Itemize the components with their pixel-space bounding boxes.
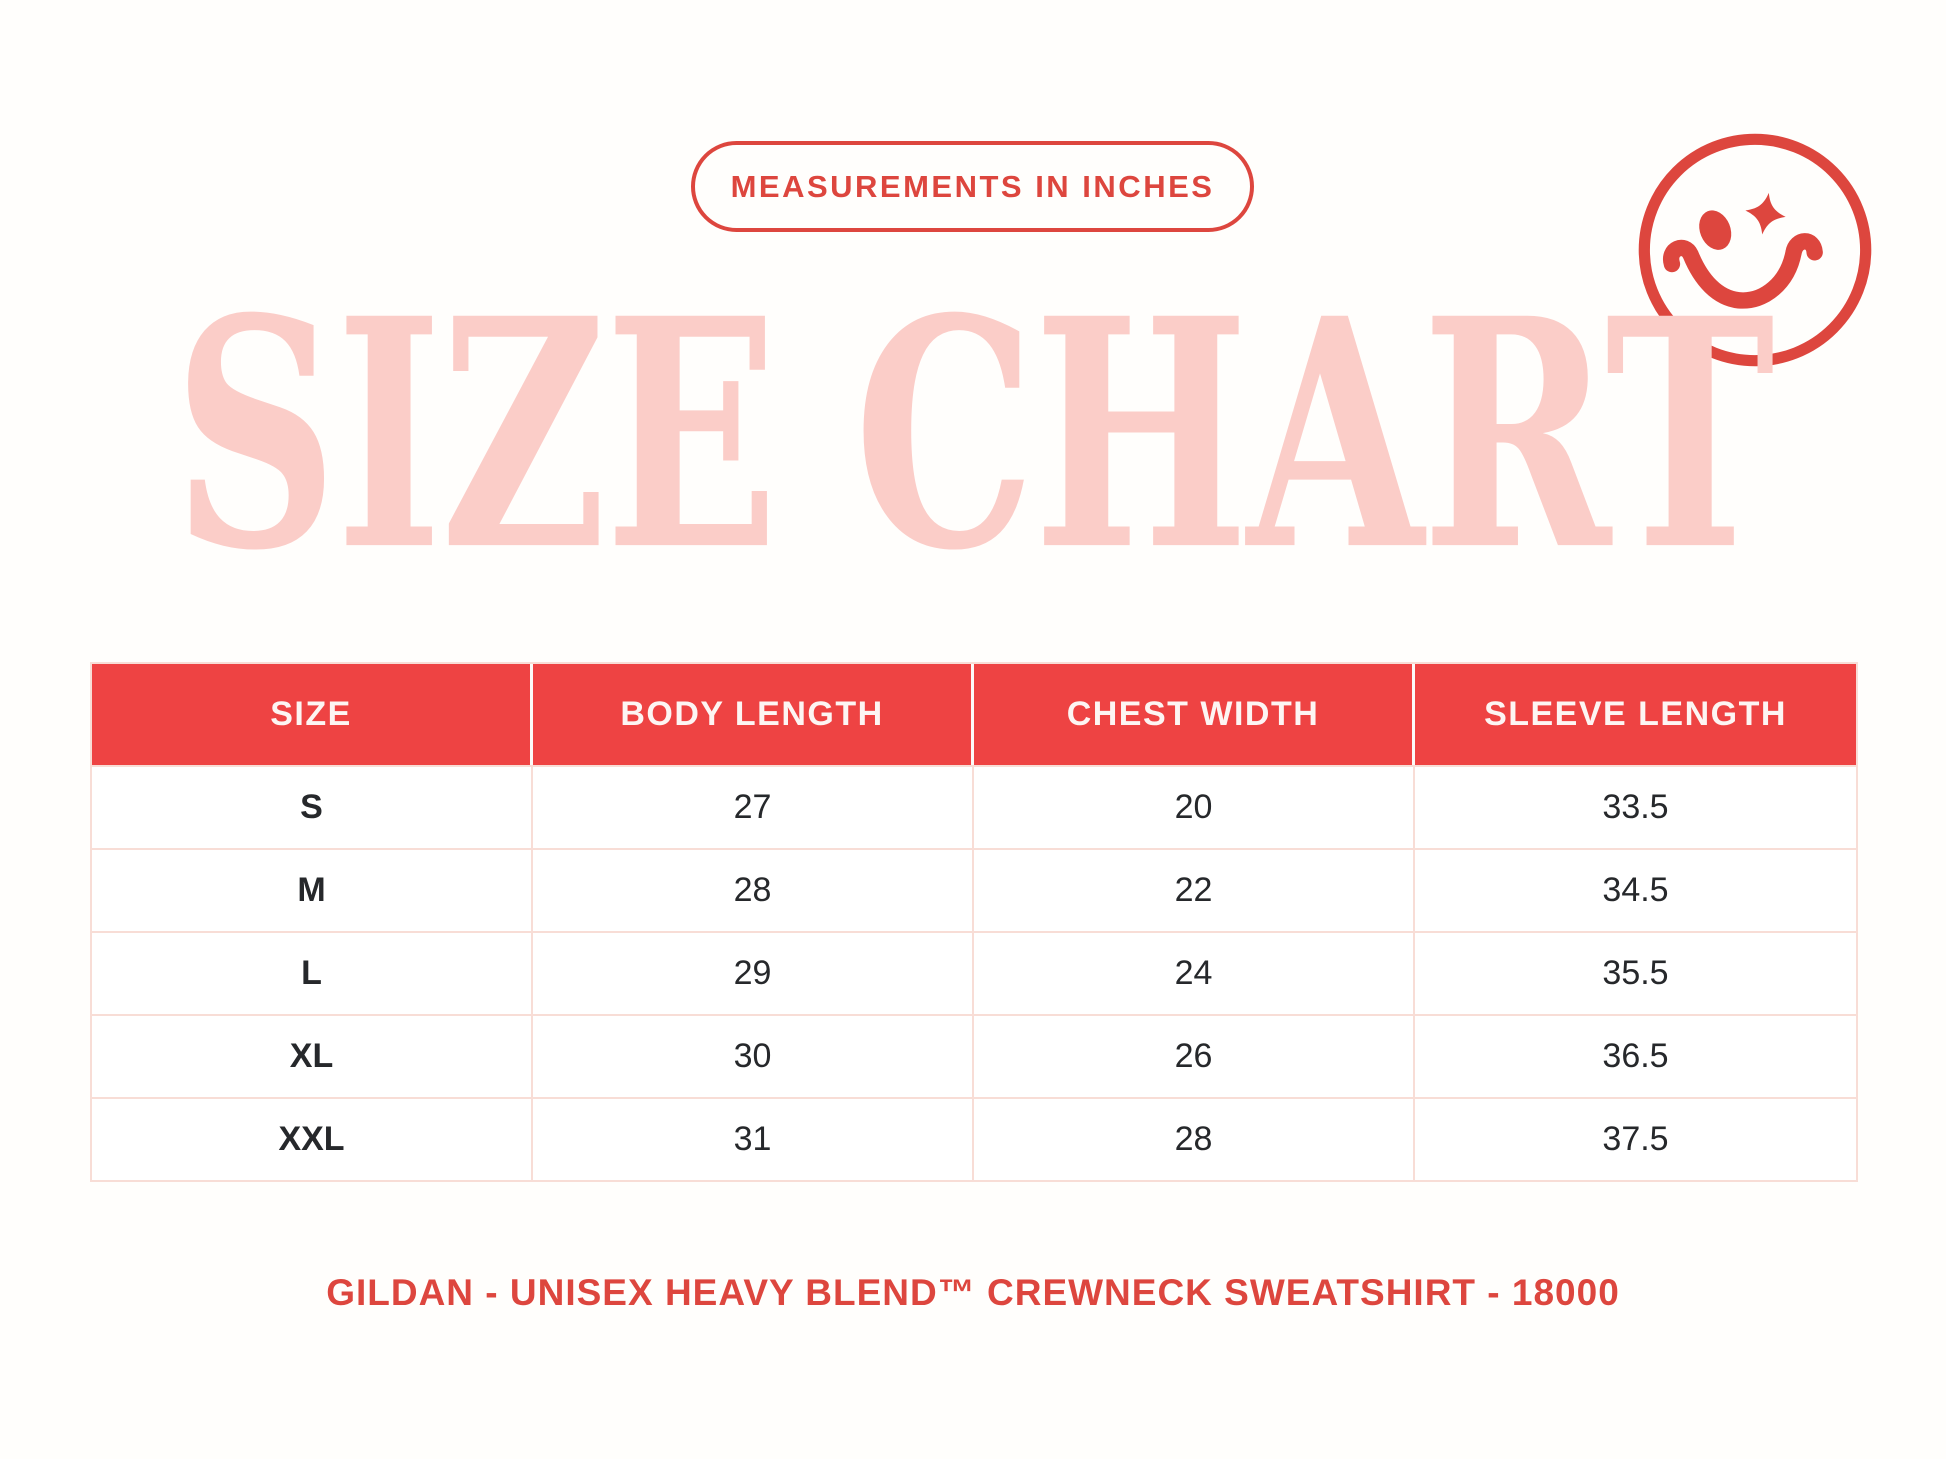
table-header-row: SIZE BODY LENGTH CHEST WIDTH SLEEVE LENG… xyxy=(92,664,1856,765)
column-header-size: SIZE xyxy=(92,664,533,765)
body-length-cell: 29 xyxy=(533,933,974,1014)
table-row-xxl: XXL 31 28 37.5 xyxy=(92,1097,1856,1180)
chest-width-cell: 28 xyxy=(974,1099,1415,1180)
smiley-face-outline xyxy=(1638,133,1872,367)
chest-width-cell: 24 xyxy=(974,933,1415,1014)
size-table: SIZE BODY LENGTH CHEST WIDTH SLEEVE LENG… xyxy=(90,662,1858,1182)
body-length-cell: 28 xyxy=(533,850,974,931)
smiley-sparkle-eye xyxy=(1745,192,1786,235)
chest-width-cell: 20 xyxy=(974,767,1415,848)
product-name-caption: GILDAN - UNISEX HEAVY BLEND™ CREWNECK SW… xyxy=(326,1272,1620,1313)
smiley-left-eye xyxy=(1699,210,1732,250)
size-cell: M xyxy=(92,850,533,931)
table-row-m: M 28 22 34.5 xyxy=(92,848,1856,931)
table-row-s: S 27 20 33.5 xyxy=(92,765,1856,848)
column-header-sleeve-length: SLEEVE LENGTH xyxy=(1484,695,1787,733)
column-header-body-length: BODY LENGTH xyxy=(533,664,974,765)
body-length-cell: 31 xyxy=(533,1099,974,1180)
size-cell: L xyxy=(92,933,533,1014)
body-length-cell: 27 xyxy=(533,767,974,848)
size-cell: XXL xyxy=(92,1099,533,1180)
body-length-cell: 30 xyxy=(533,1016,974,1097)
sleeve-length-cell: 33.5 xyxy=(1602,788,1669,826)
winking-smiley-icon xyxy=(1638,133,1872,367)
page-title: SIZE CHART xyxy=(173,249,1775,620)
size-cell: S xyxy=(92,767,533,848)
column-header-chest-width: CHEST WIDTH xyxy=(974,664,1415,765)
sleeve-length-cell: 36.5 xyxy=(1602,1037,1669,1075)
measurements-badge-label: MEASUREMENTS IN INCHES xyxy=(730,168,1215,204)
chest-width-cell: 26 xyxy=(974,1016,1415,1097)
smiley-smile xyxy=(1663,233,1823,309)
sleeve-length-cell: 34.5 xyxy=(1602,871,1669,909)
sleeve-length-cell: 35.5 xyxy=(1602,954,1669,992)
size-cell: XL xyxy=(92,1016,533,1097)
sleeve-length-cell: 37.5 xyxy=(1602,1120,1669,1158)
table-row-l: L 29 24 35.5 xyxy=(92,931,1856,1014)
chest-width-cell: 22 xyxy=(974,850,1415,931)
measurements-badge: MEASUREMENTS IN INCHES xyxy=(691,141,1254,232)
table-row-xl: XL 30 26 36.5 xyxy=(92,1014,1856,1097)
